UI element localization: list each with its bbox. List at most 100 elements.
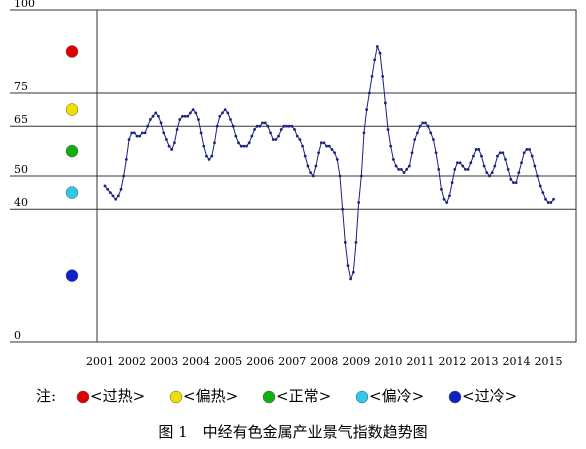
- data-point: [261, 121, 264, 125]
- data-point: [552, 197, 555, 201]
- data-point: [242, 144, 246, 148]
- data-point: [269, 131, 272, 135]
- data-point: [440, 187, 443, 191]
- data-point: [111, 194, 115, 198]
- data-point: [496, 154, 499, 158]
- data-point: [434, 151, 438, 155]
- data-point: [488, 174, 491, 178]
- data-point: [295, 134, 299, 138]
- legend-marker: [448, 390, 462, 404]
- legend-entry: <正常>: [276, 387, 331, 405]
- data-point: [397, 167, 401, 171]
- y-tick-label: 100: [14, 0, 35, 10]
- data-point: [175, 128, 179, 131]
- data-point: [186, 114, 190, 118]
- data-point: [181, 114, 184, 118]
- data-point: [253, 128, 256, 131]
- zone-marker: [65, 144, 79, 158]
- data-point: [146, 124, 150, 128]
- data-point: [148, 118, 152, 121]
- data-point: [453, 167, 457, 171]
- data-point: [357, 201, 361, 204]
- data-point: [173, 141, 176, 145]
- x-tick-label: 2015: [535, 355, 563, 368]
- series-line: [104, 44, 554, 281]
- data-point: [301, 144, 304, 148]
- x-tick-label: 2004: [182, 355, 210, 368]
- data-point: [477, 148, 481, 151]
- data-point: [122, 174, 126, 178]
- data-point: [199, 131, 203, 135]
- data-point: [325, 144, 329, 148]
- data-point: [504, 158, 507, 161]
- data-point: [437, 167, 441, 171]
- data-point: [266, 124, 270, 128]
- data-point: [314, 164, 318, 168]
- data-point: [258, 124, 262, 128]
- data-point: [255, 124, 259, 128]
- data-point: [338, 174, 342, 178]
- data-point: [159, 121, 163, 125]
- data-point: [482, 164, 486, 168]
- data-point: [135, 134, 139, 138]
- data-point: [218, 114, 222, 118]
- x-tick-label: 2006: [246, 355, 274, 368]
- data-point: [202, 144, 206, 148]
- data-point: [536, 174, 539, 178]
- data-point: [386, 128, 390, 131]
- data-point: [223, 108, 227, 111]
- data-point: [402, 171, 406, 175]
- data-point: [138, 134, 142, 138]
- data-point: [530, 154, 534, 158]
- data-point: [391, 158, 395, 161]
- data-point: [317, 151, 320, 155]
- data-point: [322, 141, 326, 145]
- y-tick-label: 0: [14, 329, 21, 342]
- x-tick-label: 2002: [118, 355, 146, 368]
- data-point: [311, 174, 315, 178]
- data-point: [522, 151, 526, 155]
- data-point: [469, 161, 473, 165]
- data-point: [143, 131, 147, 135]
- data-point: [464, 167, 467, 171]
- data-point: [474, 148, 478, 151]
- data-point: [415, 131, 419, 135]
- data-point: [485, 171, 489, 175]
- data-point: [277, 134, 280, 138]
- data-point: [207, 158, 211, 161]
- data-point: [429, 131, 433, 135]
- data-point: [381, 75, 385, 78]
- y-tick-label: 65: [14, 113, 28, 126]
- data-point: [461, 164, 465, 168]
- data-point: [514, 181, 518, 185]
- data-point: [359, 174, 363, 178]
- x-tick-label: 2014: [503, 355, 531, 368]
- data-point: [309, 171, 312, 175]
- data-point: [346, 264, 350, 268]
- legend-label: 注:: [36, 387, 56, 405]
- data-point: [472, 154, 475, 158]
- data-point: [549, 201, 553, 204]
- data-point: [330, 148, 334, 151]
- data-point: [116, 194, 120, 198]
- y-tick-label: 75: [14, 80, 28, 93]
- data-point: [424, 121, 427, 125]
- data-point: [239, 144, 243, 148]
- data-point: [354, 241, 358, 244]
- zone-marker: [65, 103, 79, 116]
- x-tick-label: 2013: [470, 355, 498, 368]
- x-tick-label: 2005: [214, 355, 242, 368]
- data-point: [132, 131, 136, 135]
- data-point: [525, 148, 529, 151]
- x-tick-label: 2001: [86, 355, 114, 368]
- data-point: [383, 101, 387, 105]
- data-point: [538, 184, 542, 188]
- data-point: [490, 171, 494, 175]
- zone-marker: [65, 45, 79, 58]
- data-point: [162, 131, 166, 135]
- data-point: [394, 164, 398, 168]
- data-point: [349, 277, 353, 281]
- data-point: [493, 164, 497, 168]
- legend-marker: [76, 390, 90, 404]
